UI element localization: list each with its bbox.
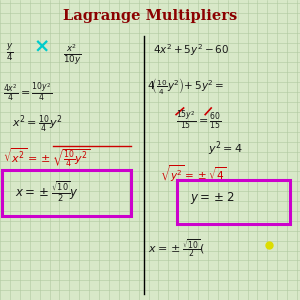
Text: $4\!\left(\frac{10}{4}y^2\right)\!+5y^2=$: $4\!\left(\frac{10}{4}y^2\right)\!+5y^2=… — [147, 76, 224, 97]
Text: $\frac{4x^2}{4} = \frac{10y^2}{4}$: $\frac{4x^2}{4} = \frac{10y^2}{4}$ — [3, 81, 52, 103]
Text: $\frac{15y^2}{15}=\frac{60}{15}$: $\frac{15y^2}{15}=\frac{60}{15}$ — [176, 110, 221, 131]
Text: $x=\pm\frac{\sqrt{10}}{2}($: $x=\pm\frac{\sqrt{10}}{2}($ — [148, 237, 206, 259]
Text: $x^2 = \frac{10}{4}y^2$: $x^2 = \frac{10}{4}y^2$ — [12, 114, 63, 136]
Text: $\frac{x^2}{10y}$: $\frac{x^2}{10y}$ — [63, 42, 81, 66]
Text: $x = \pm\frac{\sqrt{10}}{2}y$: $x = \pm\frac{\sqrt{10}}{2}y$ — [15, 180, 79, 204]
Text: Lagrange Multipliers: Lagrange Multipliers — [63, 9, 237, 23]
Text: $y = \pm 2$: $y = \pm 2$ — [190, 190, 235, 206]
Text: $\mathbf{\times}$: $\mathbf{\times}$ — [33, 38, 49, 56]
Text: $\frac{y}{4}$: $\frac{y}{4}$ — [6, 42, 14, 63]
Text: $\sqrt{y^2}=\pm\sqrt{4}$: $\sqrt{y^2}=\pm\sqrt{4}$ — [160, 164, 226, 184]
Text: $y^2 = 4$: $y^2 = 4$ — [208, 140, 243, 158]
Text: $4x^2+5y^2-60$: $4x^2+5y^2-60$ — [153, 42, 229, 58]
Text: $\sqrt{x^2} = \pm\sqrt{\frac{10}{4}y^2}$: $\sqrt{x^2} = \pm\sqrt{\frac{10}{4}y^2}$ — [3, 147, 91, 169]
